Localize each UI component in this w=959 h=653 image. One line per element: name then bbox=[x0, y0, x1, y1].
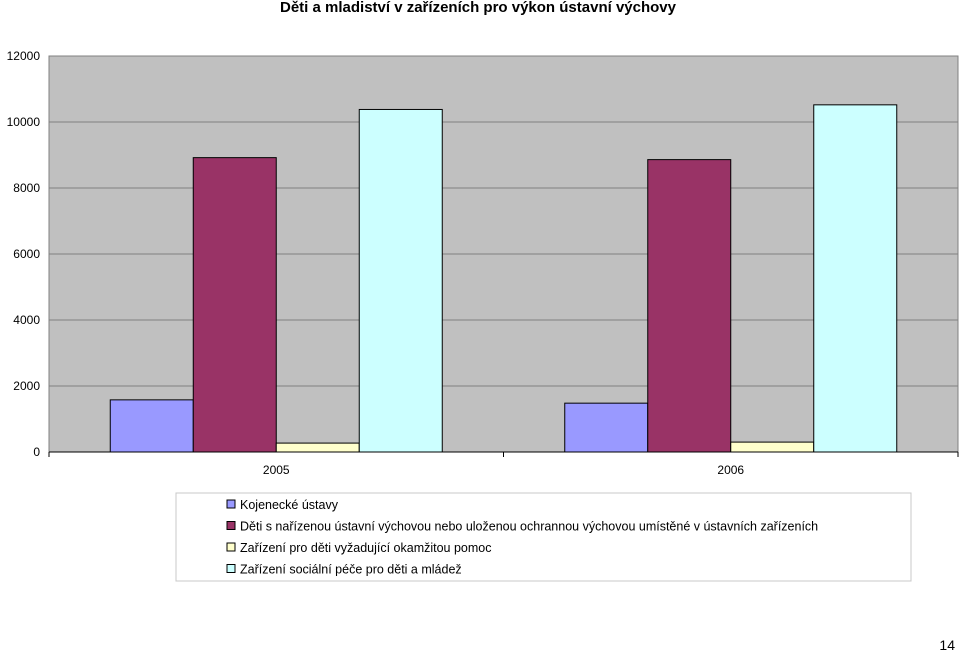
bar bbox=[109, 399, 194, 453]
page-number: 14 bbox=[939, 637, 955, 653]
bar bbox=[358, 108, 443, 453]
y-tick-label: 0 bbox=[33, 445, 40, 459]
legend-swatch bbox=[226, 564, 236, 573]
y-tick-label: 8000 bbox=[13, 181, 40, 195]
x-axis: 2005 2006 bbox=[48, 451, 959, 477]
legend-swatch bbox=[226, 499, 236, 509]
bar bbox=[192, 157, 277, 453]
y-axis: 0 2000 4000 6000 8000 10000 12000 bbox=[7, 49, 41, 459]
x-tick-label: 2006 bbox=[717, 463, 744, 477]
bar bbox=[275, 442, 360, 453]
bar bbox=[730, 441, 815, 453]
y-tick-label: 10000 bbox=[7, 115, 41, 129]
bar bbox=[647, 159, 732, 453]
legend-label: Zařízení sociální péče pro děti a mládež bbox=[240, 563, 462, 577]
legend-swatch bbox=[226, 521, 236, 530]
y-tick-label: 12000 bbox=[7, 49, 41, 63]
legend-label: Zařízení pro děti vyžadující okamžitou p… bbox=[240, 541, 492, 555]
bar bbox=[564, 402, 649, 453]
legend-swatch bbox=[226, 542, 236, 552]
y-tick-label: 2000 bbox=[13, 379, 40, 393]
legend-label: Kojenecké ústavy bbox=[240, 498, 339, 512]
bars bbox=[109, 104, 898, 453]
y-tick-label: 4000 bbox=[13, 313, 40, 327]
legend: Kojenecké ústavy Děti s nařízenou ústavní… bbox=[175, 492, 912, 582]
chart-title: Děti a mladiství v zařízeních pro výkon … bbox=[280, 0, 677, 16]
legend-label: Děti s nařízenou ústavní výchovou nebo u… bbox=[240, 520, 818, 534]
bar bbox=[813, 104, 898, 453]
legend-box bbox=[175, 492, 912, 582]
y-tick-label: 6000 bbox=[13, 247, 40, 261]
x-tick-label: 2005 bbox=[263, 463, 290, 477]
